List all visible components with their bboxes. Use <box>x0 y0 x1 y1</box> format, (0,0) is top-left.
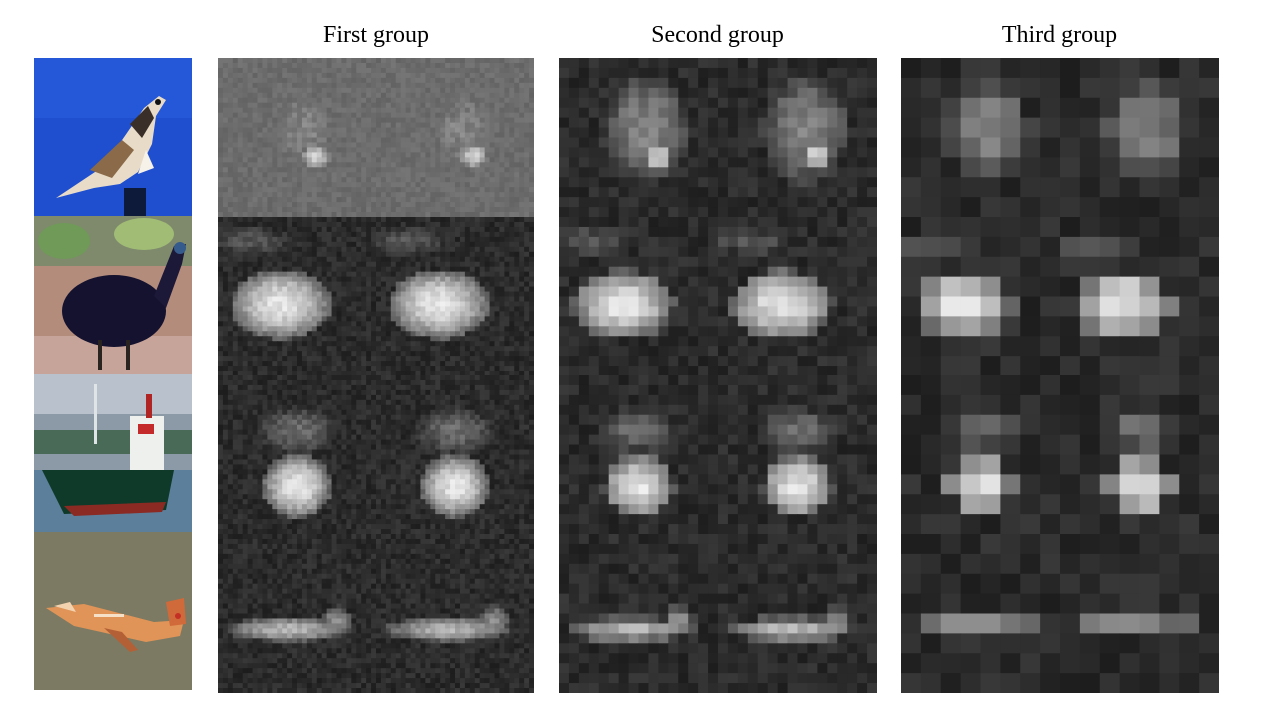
header-second-group: Second group <box>651 22 784 48</box>
input-image-column <box>34 58 192 692</box>
input-image-airplane <box>34 532 192 690</box>
feature-map <box>218 58 376 217</box>
feature-map <box>718 375 877 534</box>
feature-map <box>1060 375 1219 534</box>
header-third-group: Third group <box>1001 22 1118 48</box>
feature-map <box>218 534 376 693</box>
feature-map <box>559 58 718 217</box>
feature-map <box>376 375 534 534</box>
header-first-group: First group <box>322 22 429 48</box>
second-group-feature-panel <box>559 58 877 693</box>
feature-map <box>1060 534 1219 693</box>
feature-map <box>901 217 1060 376</box>
feature-map <box>901 58 1060 217</box>
feature-map <box>376 58 534 217</box>
input-image-dark-bird <box>34 216 192 374</box>
feature-map <box>901 534 1060 693</box>
feature-map <box>1060 217 1219 376</box>
feature-map <box>218 375 376 534</box>
feature-map <box>559 375 718 534</box>
feature-map <box>559 217 718 376</box>
feature-map <box>718 217 877 376</box>
third-group-feature-panel <box>901 58 1219 693</box>
feature-map <box>376 534 534 693</box>
feature-map <box>218 217 376 376</box>
feature-map <box>718 58 877 217</box>
feature-map <box>559 534 718 693</box>
feature-map <box>901 375 1060 534</box>
input-image-bird <box>34 58 192 216</box>
feature-map <box>1060 58 1219 217</box>
feature-map <box>376 217 534 376</box>
input-image-ship <box>34 374 192 532</box>
feature-map <box>718 534 877 693</box>
first-group-feature-panel <box>218 58 534 693</box>
